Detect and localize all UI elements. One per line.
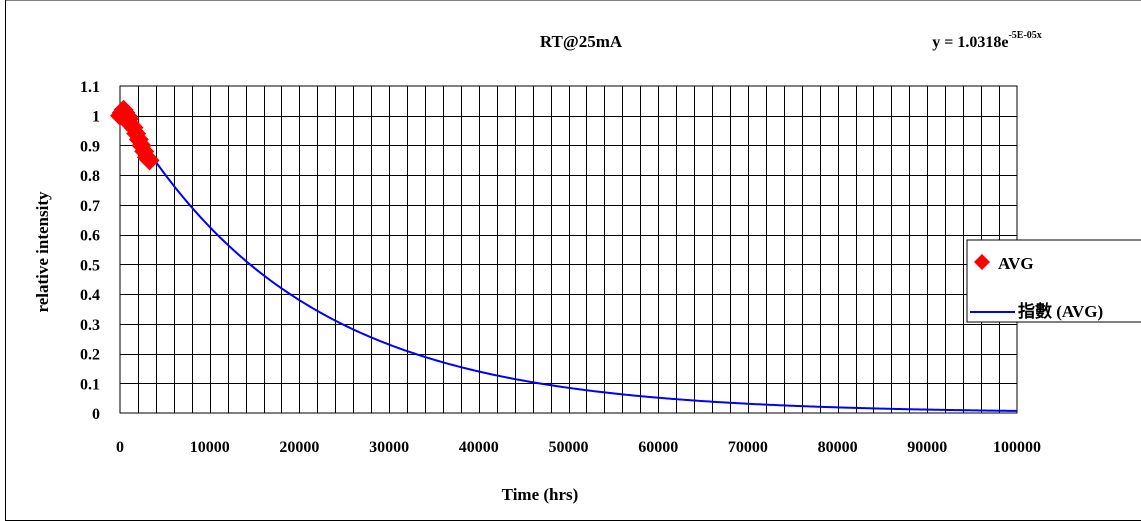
legend-diamond-marker-icon bbox=[974, 254, 990, 270]
equation-base: y = 1.0318e bbox=[932, 34, 1008, 51]
trendline-equation: y = 1.0318e-5E-05x bbox=[932, 30, 1042, 51]
y-tick-label: 0.4 bbox=[80, 287, 100, 304]
chart-title: RT@25mA bbox=[540, 32, 623, 51]
y-tick-label: 1.1 bbox=[80, 79, 100, 96]
x-tick-label: 30000 bbox=[369, 439, 409, 456]
y-axis-title: relative intensity bbox=[33, 191, 52, 313]
chart-svg: RT@25mA y = 1.0318e-5E-05x 0 0.1 0.2 0.3 0.4… bbox=[6, 0, 1141, 504]
x-tick-label: 60000 bbox=[638, 439, 678, 456]
legend-label-avg: AVG bbox=[998, 254, 1034, 273]
trendline-series bbox=[119, 105, 1018, 412]
y-tick-label: 0.7 bbox=[80, 198, 100, 215]
avg-data-point bbox=[139, 150, 160, 171]
x-tick-label: 40000 bbox=[459, 439, 499, 456]
y-tick-label: 0.2 bbox=[80, 347, 100, 364]
x-tick-label: 10000 bbox=[190, 439, 230, 456]
x-tick-label: 70000 bbox=[728, 439, 768, 456]
x-tick-label: 80000 bbox=[818, 439, 858, 456]
y-tick-label: 0 bbox=[92, 406, 100, 423]
chart-container: RT@25mA y = 1.0318e-5E-05x 0 0.1 0.2 0.3 0.4… bbox=[5, 0, 1141, 521]
legend-box bbox=[966, 239, 1141, 323]
y-tick-label: 0.8 bbox=[80, 168, 100, 185]
grid bbox=[119, 85, 1018, 414]
y-tick-label: 0.5 bbox=[80, 257, 100, 274]
y-tick-label: 0.3 bbox=[80, 317, 100, 334]
y-tick-label: 0.6 bbox=[80, 228, 100, 245]
y-axis-ticks: 0 0.1 0.2 0.3 0.4 0.5 0.6 0.7 0.8 0.9 1 1.1 bbox=[80, 79, 100, 423]
equation-exponent: -5E-05x bbox=[1008, 30, 1041, 41]
x-axis-title: Time (hrs) bbox=[502, 485, 579, 504]
x-axis-ticks: 0 10000 20000 30000 40000 50000 60000 70000 8000… bbox=[116, 439, 1041, 456]
x-tick-label: 100000 bbox=[993, 439, 1041, 456]
plot-area bbox=[119, 85, 1018, 414]
x-tick-label: 50000 bbox=[549, 439, 589, 456]
x-tick-label: 90000 bbox=[907, 439, 947, 456]
x-tick-label: 0 bbox=[116, 439, 124, 456]
plot-series bbox=[110, 99, 1018, 412]
x-tick-label: 20000 bbox=[279, 439, 319, 456]
y-tick-label: 0.1 bbox=[80, 376, 100, 393]
legend: AVG 指數 (AVG) bbox=[966, 239, 1141, 323]
y-tick-label: 1 bbox=[92, 109, 100, 126]
y-tick-label: 0.9 bbox=[80, 138, 100, 155]
legend-label-trendline: 指數 (AVG) bbox=[1018, 301, 1103, 321]
